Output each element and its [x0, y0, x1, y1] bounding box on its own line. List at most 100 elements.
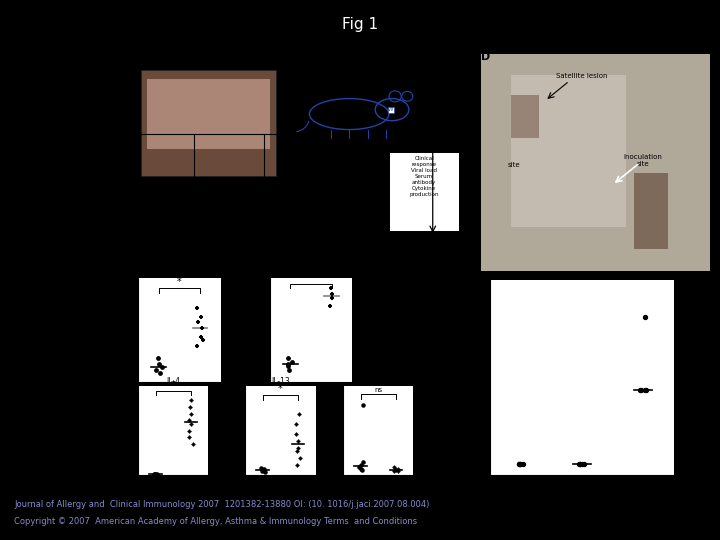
Point: [575, 460, 586, 468]
Point: [389, 465, 400, 474]
Point: [640, 386, 652, 395]
Point: [291, 430, 302, 438]
Text: 1: 1: [121, 258, 125, 263]
Bar: [511, 95, 539, 138]
Point: [573, 460, 585, 468]
Bar: [634, 173, 668, 249]
Point: [151, 470, 163, 478]
Text: site: site: [508, 162, 521, 168]
Text: D: D: [481, 52, 490, 62]
Text: 43: 43: [261, 258, 269, 263]
Text: E: E: [484, 275, 492, 286]
Text: *: *: [309, 273, 313, 283]
Point: [192, 318, 204, 327]
Bar: [481, 54, 710, 271]
Text: Clinical
response
Viral load
Serum
antibody
Cytokine
production: Clinical response Viral load Serum antib…: [410, 156, 439, 197]
Point: [574, 460, 585, 468]
Point: [354, 463, 365, 471]
Point: [392, 464, 403, 473]
Point: [292, 443, 304, 452]
Text: B: B: [111, 278, 119, 288]
Text: day: day: [99, 258, 111, 263]
Bar: [511, 75, 626, 227]
Point: [639, 386, 650, 395]
Point: [258, 464, 269, 473]
Text: Satellite lesion: Satellite lesion: [556, 72, 608, 79]
Point: [187, 440, 199, 449]
Point: [513, 460, 525, 468]
Text: *: *: [177, 277, 181, 287]
Y-axis label: cells/hPF: cells/hPF: [114, 316, 119, 343]
Point: [325, 301, 336, 310]
Text: A: A: [111, 52, 119, 62]
Point: [184, 433, 195, 442]
Point: [258, 465, 270, 474]
Point: [256, 467, 268, 475]
Point: [195, 333, 207, 342]
Point: [185, 396, 197, 404]
Point: [184, 427, 195, 435]
Y-axis label: Fold induction: Fold induction: [110, 408, 115, 453]
Point: [578, 460, 590, 468]
Text: Fig 1: Fig 1: [342, 17, 378, 32]
Point: [294, 454, 305, 462]
Title: IFN-γ: IFN-γ: [369, 376, 388, 386]
Point: [388, 466, 400, 475]
Title: CD4⁺: CD4⁺: [169, 268, 189, 277]
Point: [155, 369, 166, 377]
Point: [356, 465, 368, 474]
Point: [256, 464, 267, 472]
Point: [392, 467, 403, 475]
Point: [639, 313, 651, 321]
Point: [327, 294, 338, 302]
Point: [149, 470, 161, 479]
Point: [283, 366, 294, 374]
Text: *: *: [278, 384, 283, 394]
Point: [326, 289, 338, 298]
Point: [290, 420, 302, 428]
Point: [282, 360, 294, 368]
Point: [355, 461, 366, 469]
Bar: [141, 70, 276, 176]
Text: W: W: [388, 107, 394, 112]
Point: [293, 409, 305, 418]
Point: [388, 463, 400, 471]
Point: [191, 342, 202, 350]
Point: [292, 436, 303, 445]
Point: [390, 465, 402, 474]
Text: Journal of Allergy and  Clinical Immunology 2007  1201382-13880 OI: (10. 1016/j.: Journal of Allergy and Clinical Immunolo…: [14, 500, 430, 509]
Title: IL-4: IL-4: [166, 376, 180, 386]
Point: [183, 416, 194, 425]
Point: [514, 460, 526, 468]
Bar: [389, 152, 459, 231]
Point: [148, 470, 160, 479]
Point: [156, 363, 168, 372]
Text: Copyright © 2007  American Academy of Allergy, Asthma & Immunology Terms  and Co: Copyright © 2007 American Academy of All…: [14, 517, 418, 526]
Bar: [147, 79, 269, 150]
Point: [357, 401, 369, 410]
Text: ns: ns: [374, 387, 382, 393]
Point: [283, 362, 294, 370]
Point: [357, 458, 369, 467]
Point: [634, 386, 646, 395]
Point: [259, 467, 271, 476]
Text: 64: 64: [331, 258, 339, 263]
Point: [150, 366, 162, 374]
Text: 100: 100: [451, 258, 462, 263]
Text: 85: 85: [402, 258, 410, 263]
Text: Inoculation
site: Inoculation site: [624, 154, 662, 167]
Point: [192, 303, 203, 312]
Point: [355, 464, 366, 473]
Point: [184, 402, 195, 411]
Point: [635, 386, 647, 395]
Text: 93: 93: [428, 258, 437, 263]
Point: [291, 461, 302, 469]
Title: IL-13: IL-13: [271, 376, 289, 386]
Point: [282, 354, 294, 362]
Point: [152, 354, 163, 362]
Point: [197, 324, 208, 333]
Point: [576, 460, 588, 468]
Text: *: *: [171, 381, 176, 390]
Point: [196, 312, 207, 321]
Point: [197, 336, 209, 345]
